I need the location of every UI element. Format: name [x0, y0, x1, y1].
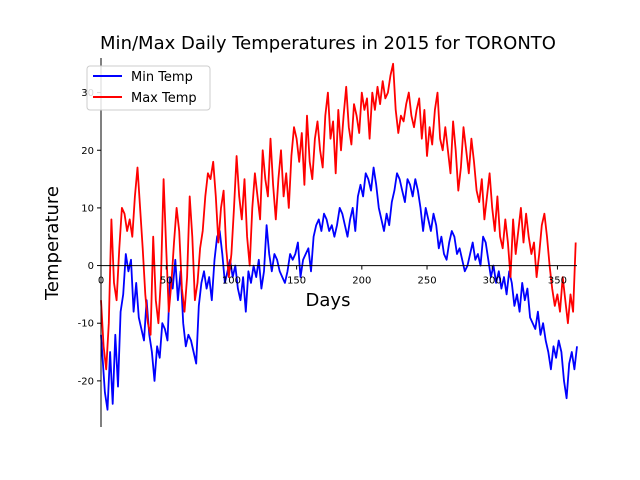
y-tick-label: 0: [88, 261, 94, 272]
y-tick-label: -20: [78, 376, 94, 387]
series-line-min-temp: [100, 166, 578, 411]
chart-title: Min/Max Daily Temperatures in 2015 for T…: [100, 33, 556, 54]
x-tick-label: 300: [483, 276, 502, 287]
y-tick-label: 10: [81, 203, 94, 214]
y-axis-label: Temperature: [42, 186, 63, 301]
x-tick-label: 100: [222, 276, 241, 287]
y-tick-label: 20: [81, 146, 94, 157]
series-line-max-temp: [100, 62, 577, 371]
legend-label-max: Max Temp: [131, 91, 197, 106]
x-tick-label: 350: [548, 276, 567, 287]
legend: Min Temp Max Temp: [86, 65, 211, 111]
x-tick-label: 50: [160, 276, 173, 287]
y-tick-label: -10: [78, 319, 94, 330]
x-tick-label: 0: [98, 276, 104, 287]
x-tick-label: 150: [287, 276, 306, 287]
series-layer: [100, 62, 578, 411]
x-tick-label: 200: [352, 276, 371, 287]
y-ticks: -20-100102030: [78, 88, 101, 387]
legend-label-min: Min Temp: [131, 70, 193, 85]
x-tick-label: 250: [417, 276, 436, 287]
x-axis-label: Days: [306, 290, 351, 311]
x-ticks: 0 50 100 150 200 250 300 350: [98, 265, 567, 287]
